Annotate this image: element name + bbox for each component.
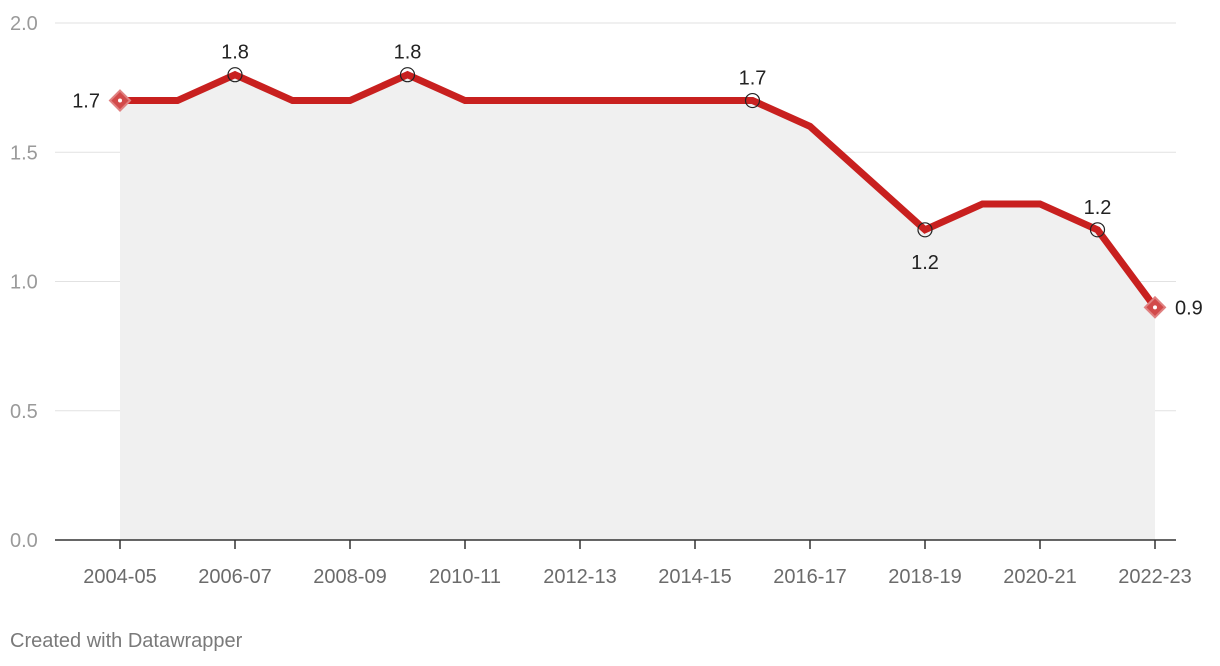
area-shape <box>120 74 1155 540</box>
chart-credit: Created with Datawrapper <box>10 630 243 652</box>
data-labels: 1.7 1.8 1.8 1.7 1.2 1.2 0.9 <box>72 42 1203 320</box>
x-tick-label: 2020-21 <box>1003 566 1076 588</box>
x-tick-label: 2016-17 <box>773 566 846 588</box>
annotation-markers <box>108 67 1167 319</box>
y-tick-label: 0.0 <box>10 530 38 552</box>
data-label: 1.7 <box>739 68 767 90</box>
x-tick-label: 2010-11 <box>429 566 501 588</box>
x-tick-label: 2018-19 <box>888 566 961 588</box>
x-tick-label: 2004-05 <box>83 566 156 588</box>
x-tick-label: 2014-15 <box>658 566 731 588</box>
y-tick-label: 0.5 <box>10 401 38 423</box>
endpoint-dot <box>1153 305 1157 310</box>
point-circle-marker <box>227 67 243 83</box>
point-circle-marker <box>399 67 416 83</box>
x-tick-label: 2006-07 <box>198 566 271 588</box>
y-tick-label: 1.0 <box>10 272 38 294</box>
area-fill <box>120 74 1155 540</box>
x-axis: 2004-05 2006-07 2008-09 2010-11 2012-13 2014-… <box>55 539 1192 588</box>
x-tick-label: 2022-23 <box>1118 566 1191 588</box>
series-line-path <box>120 70 1158 310</box>
data-label: 1.2 <box>1084 197 1112 219</box>
data-label: 1.7 <box>72 91 100 113</box>
data-label: 0.9 <box>1175 297 1203 319</box>
y-tick-label: 1.5 <box>10 142 38 164</box>
point-circle-marker <box>917 222 933 238</box>
endpoint-dot <box>118 98 122 103</box>
x-tick-label: 2008-09 <box>313 566 386 588</box>
y-tick-label: 2.0 <box>10 13 38 35</box>
x-tick-label: 2012-13 <box>543 566 616 588</box>
data-label: 1.8 <box>221 42 249 64</box>
data-label: 1.2 <box>911 252 939 274</box>
point-circle-marker <box>1089 222 1106 238</box>
series-line <box>120 70 1158 310</box>
line-chart: 0.0 0.5 1.0 1.5 2.0 2004-05 2006-07 2008-09 201… <box>10 13 1203 588</box>
point-circle-marker <box>744 92 761 109</box>
data-label: 1.8 <box>394 42 422 64</box>
